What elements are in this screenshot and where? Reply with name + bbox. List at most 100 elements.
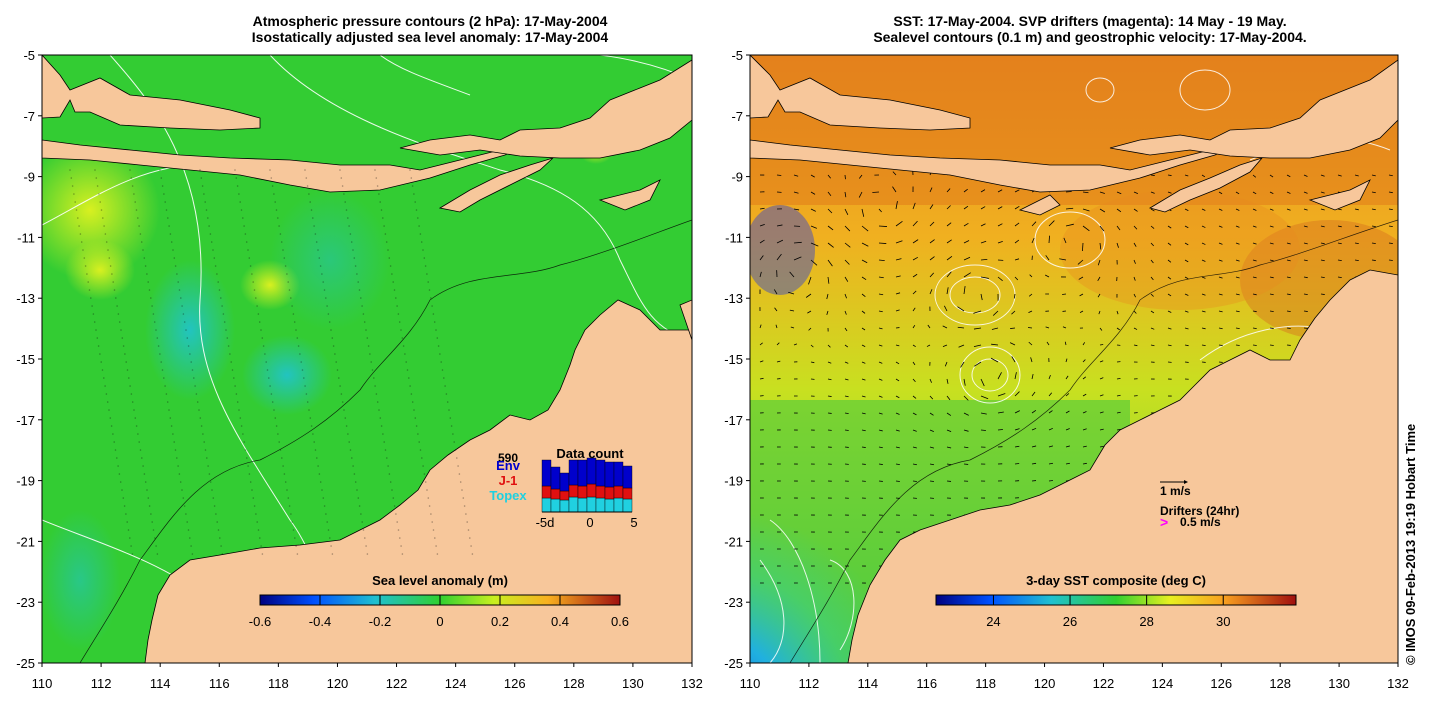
velocity-arrow (1337, 208, 1342, 211)
right-title-line1: SST: 17-May-2004. SVP drifters (magenta)… (893, 13, 1287, 29)
velocity-arrow (776, 239, 784, 244)
track-dot (423, 473, 426, 475)
track-dot (251, 273, 253, 275)
track-dot (411, 185, 414, 187)
velocity-arrow (1079, 310, 1084, 314)
velocity-arrow (1082, 242, 1084, 252)
track-dot (380, 425, 383, 427)
velocity-arrow (810, 208, 816, 212)
velocity-arrow (1045, 326, 1050, 329)
track-dot (278, 441, 281, 443)
track-dot (339, 385, 341, 387)
track-dot (257, 313, 260, 315)
track-dot (146, 489, 148, 491)
velocity-arrow (929, 272, 935, 278)
velocity-arrow (1009, 342, 1016, 346)
velocity-arrow (1133, 327, 1138, 330)
velocity-arrow (1116, 394, 1121, 397)
velocity-arrow (878, 259, 885, 262)
track-dot (137, 217, 139, 219)
velocity-arrow (929, 412, 934, 416)
velocity-arrow (759, 255, 764, 261)
data-count-bar (541, 497, 552, 513)
track-dot (128, 377, 130, 379)
track-dot (349, 233, 352, 235)
data-count-bar (550, 466, 561, 490)
track-dot (119, 481, 122, 483)
track-dot (388, 473, 391, 475)
velocity-arrow (1371, 242, 1376, 245)
track-dot (344, 417, 347, 419)
velocity-arrow (942, 344, 948, 348)
velocity-arrow (946, 271, 952, 278)
right-ytick-label: -15 (724, 352, 743, 367)
velocity-arrow (1133, 225, 1138, 230)
track-dot (387, 249, 389, 251)
velocity-arrow (1082, 462, 1087, 465)
track-dot (217, 529, 220, 531)
track-dot (259, 537, 261, 539)
velocity-arrow (776, 253, 782, 261)
track-dot (432, 529, 435, 531)
track-dot (220, 297, 222, 299)
track-dot (428, 505, 431, 507)
velocity-arrow (1065, 375, 1069, 380)
velocity-arrow (1014, 239, 1020, 244)
track-dot (331, 553, 334, 555)
velocity-arrow (991, 343, 999, 346)
track-dot (422, 249, 424, 251)
data-count-bar (559, 499, 570, 513)
track-dot (146, 273, 148, 275)
track-dot (334, 353, 336, 355)
velocity-arrow (827, 242, 834, 248)
velocity-arrow (1028, 341, 1033, 346)
track-dot (349, 449, 352, 451)
track-dot (301, 369, 304, 371)
velocity-arrow (1354, 174, 1359, 177)
velocity-arrow (844, 327, 848, 332)
track-dot (159, 169, 161, 171)
velocity-arrow (844, 361, 849, 364)
track-dot (365, 545, 367, 547)
left-colorbar-tick-label: -0.6 (249, 614, 271, 629)
velocity-arrow (1252, 225, 1257, 228)
velocity-arrow (1167, 242, 1172, 246)
right-ytick-label: -25 (724, 656, 743, 671)
velocity-arrow (810, 242, 819, 247)
data-count-bar (622, 465, 633, 489)
velocity-arrow (990, 357, 999, 363)
velocity-arrow (1201, 344, 1206, 347)
track-dot (367, 345, 370, 347)
track-dot (448, 409, 450, 411)
track-dot (139, 449, 142, 451)
left-title-line1: Atmospheric pressure contours (2 hPa): 1… (252, 13, 608, 29)
velocity-arrow (1065, 207, 1074, 210)
velocity-arrow (878, 276, 884, 279)
track-dot (111, 273, 113, 275)
track-dot (384, 449, 387, 451)
velocity-arrow (1098, 310, 1101, 315)
track-dot (369, 353, 371, 355)
velocity-arrow (946, 205, 951, 210)
velocity-arrow (861, 429, 866, 432)
legend-topex: Topex (489, 488, 527, 503)
velocity-arrow (844, 259, 850, 265)
track-dot (436, 337, 439, 339)
velocity-arrow (861, 344, 866, 347)
track-dot (245, 241, 248, 243)
velocity-arrow (1078, 276, 1084, 280)
track-dot (94, 169, 96, 171)
velocity-arrow (1201, 310, 1206, 313)
velocity-arrow (1252, 344, 1257, 346)
track-dot (79, 233, 82, 235)
velocity-arrow (1269, 276, 1274, 279)
right-panel-title: SST: 17-May-2004. SVP drifters (magenta)… (770, 13, 1410, 45)
track-dot (319, 265, 322, 267)
track-dot (204, 449, 207, 451)
track-dot (366, 337, 369, 339)
track-dot (308, 409, 310, 411)
track-dot (203, 193, 205, 195)
velocity-arrow (878, 293, 884, 296)
track-dot (284, 265, 287, 267)
track-dot (215, 513, 217, 515)
